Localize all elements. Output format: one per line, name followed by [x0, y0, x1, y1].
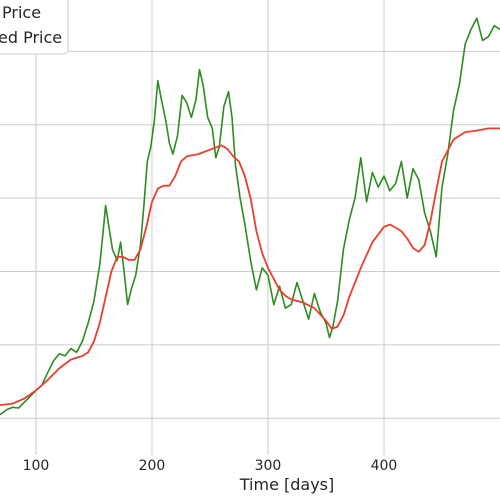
x-tick-labels: 100 200 300 400 [23, 458, 398, 474]
legend: Price ed Price [0, 0, 69, 55]
grid [0, 0, 500, 455]
x-tick-label-400: 400 [371, 458, 398, 474]
price-series-line [0, 17, 500, 416]
x-tick-label-200: 200 [139, 458, 166, 474]
x-tick-label-300: 300 [255, 458, 282, 474]
legend-box [0, 0, 69, 55]
series-layer [0, 17, 500, 416]
x-tick-label-100: 100 [23, 458, 50, 474]
legend-label-price: Price [2, 3, 41, 22]
predicted-price-series-line [0, 127, 500, 406]
x-axis-title: Time [days] [239, 475, 335, 494]
legend-label-predicted-price: ed Price [0, 28, 62, 47]
